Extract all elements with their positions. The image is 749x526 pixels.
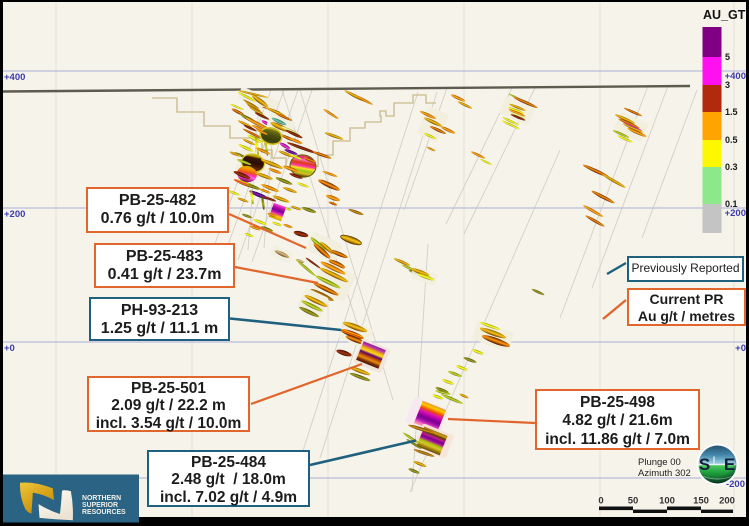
svg-text:AU_GT: AU_GT <box>703 8 746 22</box>
svg-text:E: E <box>724 455 735 474</box>
svg-text:0.3: 0.3 <box>725 162 738 172</box>
svg-text:150: 150 <box>693 496 709 507</box>
svg-text:-200: -200 <box>726 479 745 490</box>
svg-text:1.5: 1.5 <box>725 107 738 117</box>
svg-text:+0: +0 <box>4 343 15 354</box>
svg-text:200: 200 <box>719 496 735 507</box>
svg-text:+0: +0 <box>735 343 746 354</box>
svg-text:+400: +400 <box>725 71 746 82</box>
svg-text:100: 100 <box>659 496 675 507</box>
svg-text:+400: +400 <box>4 72 25 83</box>
svg-text:+200: +200 <box>725 208 746 219</box>
svg-text:0.5: 0.5 <box>725 135 738 145</box>
svg-text:5: 5 <box>725 52 730 62</box>
svg-text:50: 50 <box>628 496 639 507</box>
svg-text:0: 0 <box>598 496 603 507</box>
svg-text:+200: +200 <box>4 209 25 220</box>
svg-text:NORTHERN: NORTHERN <box>82 495 121 502</box>
svg-text:RESOURCES: RESOURCES <box>82 509 126 516</box>
svg-text:S: S <box>699 455 710 474</box>
svg-text:0.1: 0.1 <box>725 199 738 209</box>
svg-text:SUPERIOR: SUPERIOR <box>82 502 118 509</box>
svg-text:3: 3 <box>725 80 730 90</box>
